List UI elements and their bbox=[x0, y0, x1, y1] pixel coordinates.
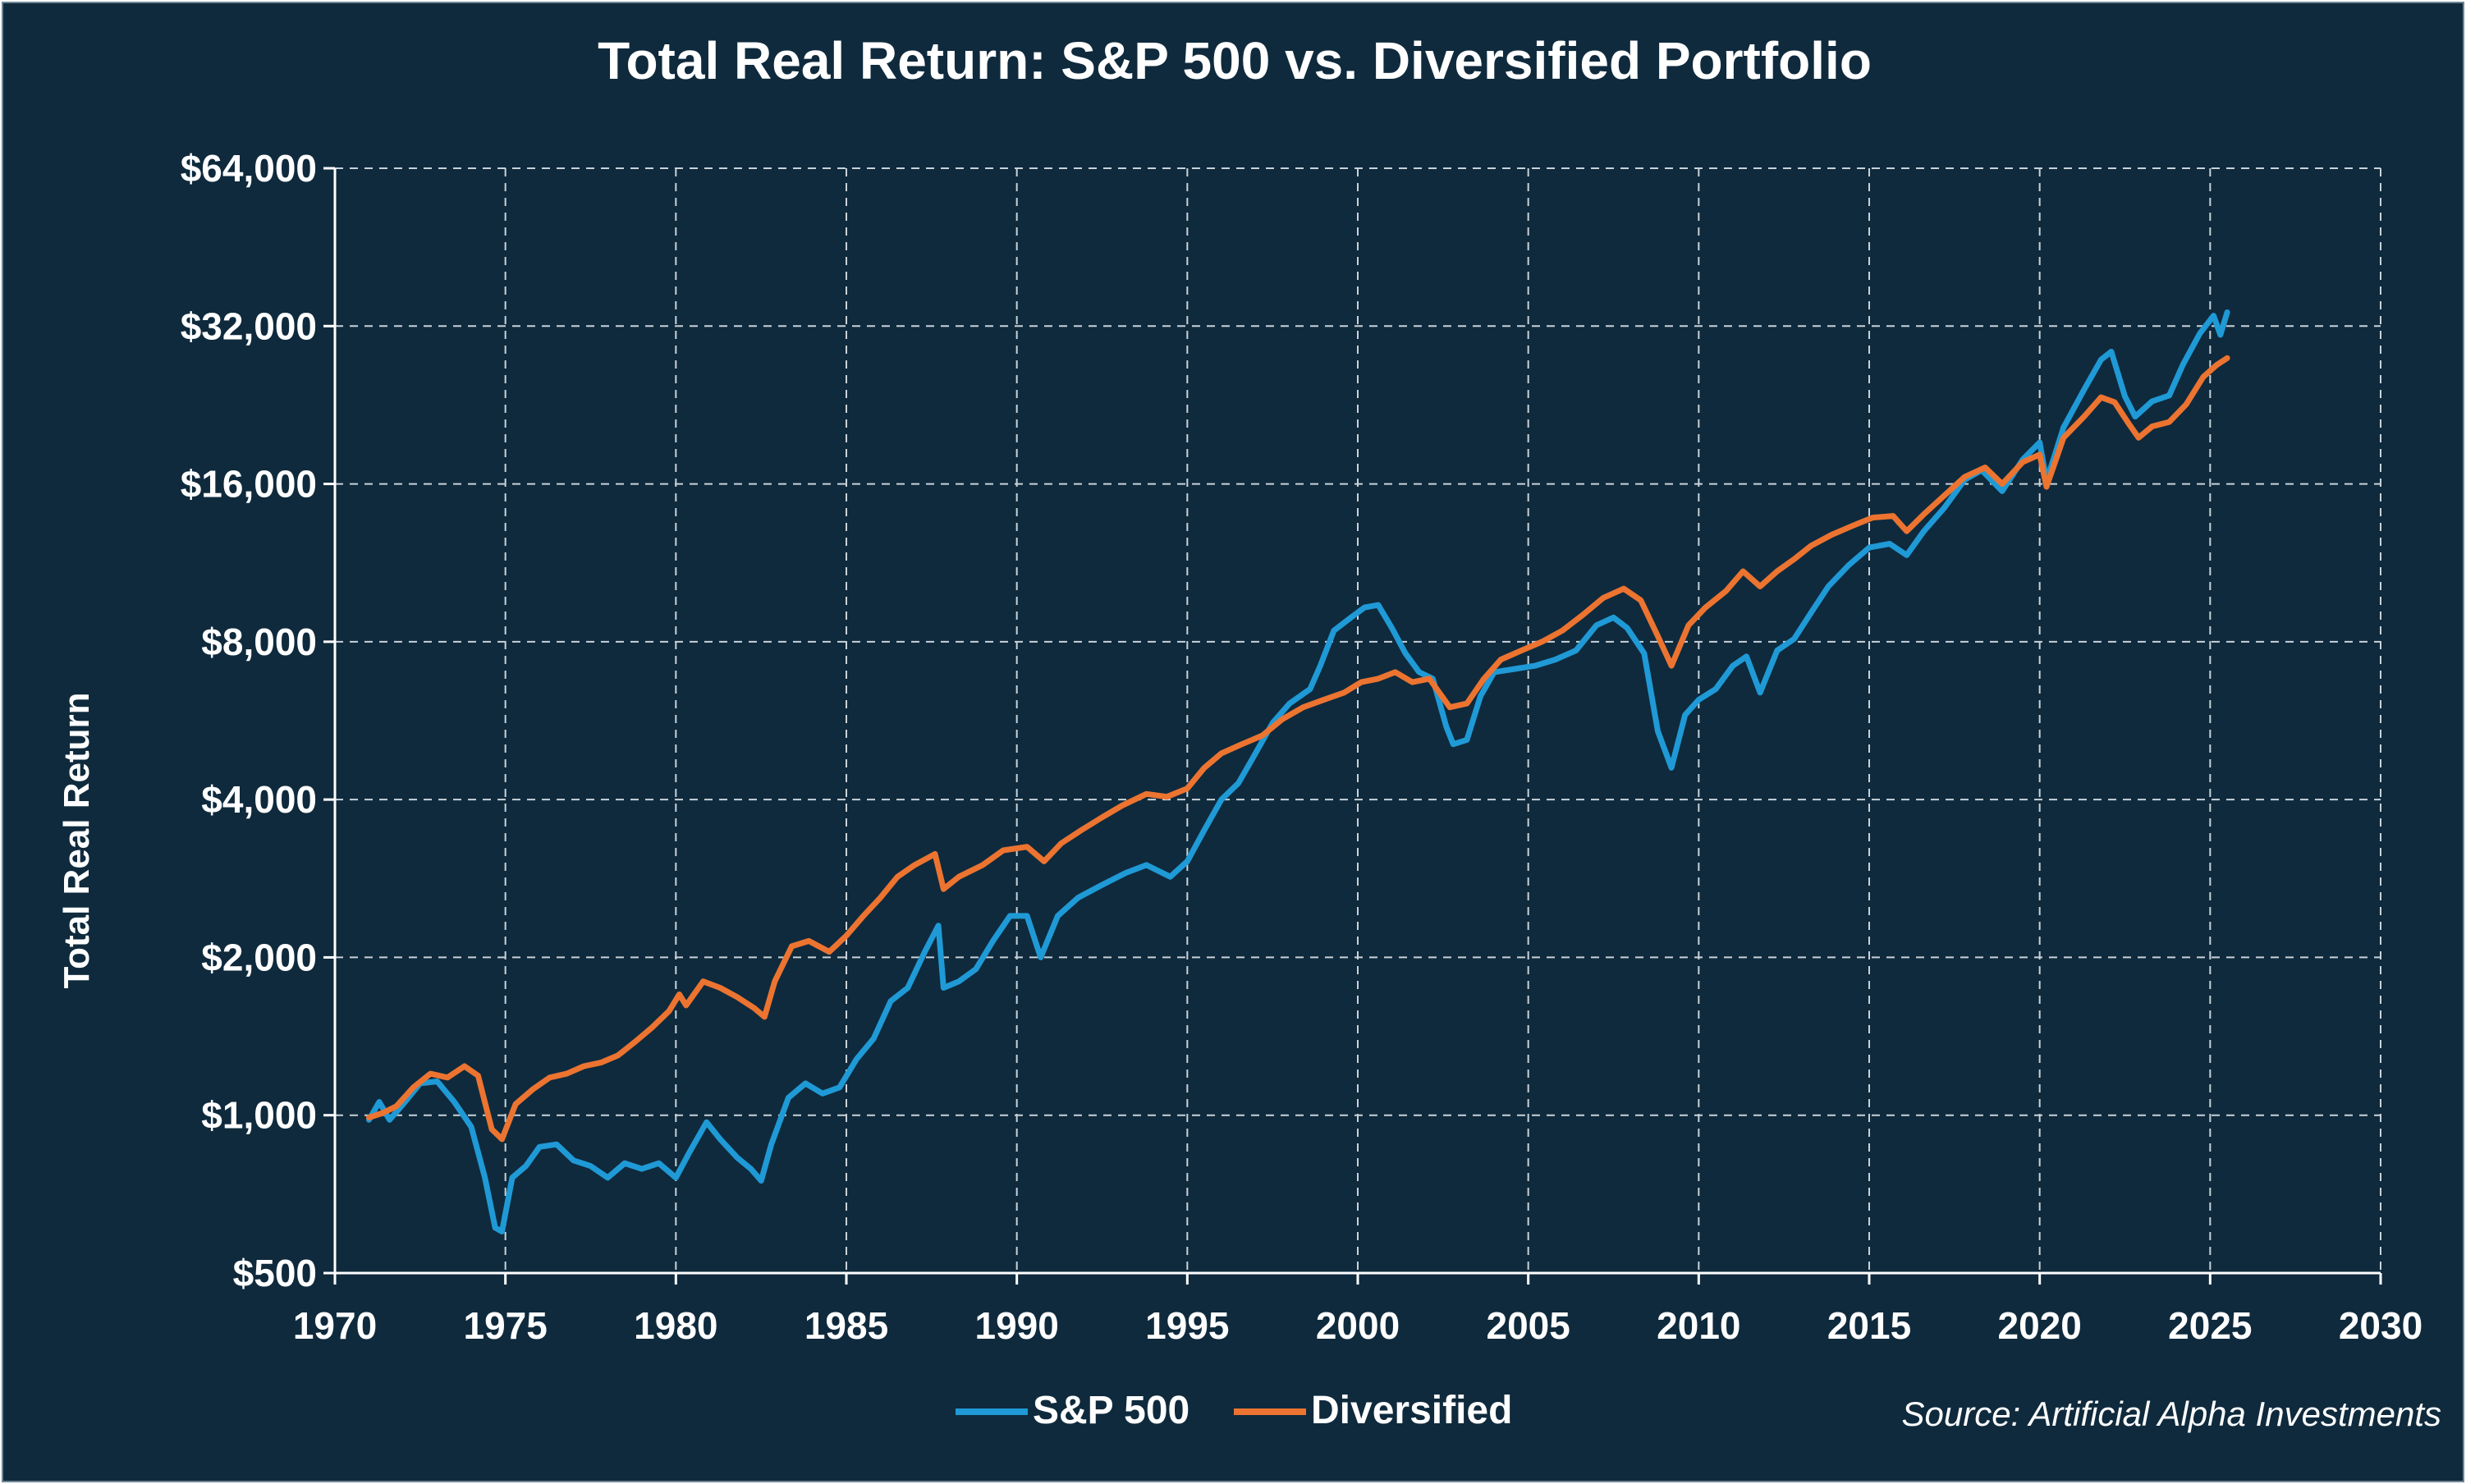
x-tick-label: 1975 bbox=[463, 1304, 547, 1347]
x-tick-label: 1990 bbox=[974, 1304, 1058, 1347]
x-tick-label: 1995 bbox=[1145, 1304, 1229, 1347]
y-tick-label: $500 bbox=[233, 1252, 317, 1294]
x-tick-label: 2030 bbox=[2339, 1304, 2422, 1347]
tick-labels: $500 $1,000 $2,000 $4,000 $8,000 $16,000 $32,0… bbox=[181, 147, 2422, 1347]
y-axis-label: Total Real Return bbox=[57, 692, 97, 988]
x-tick-label: 2025 bbox=[2168, 1304, 2252, 1347]
gridlines bbox=[335, 167, 2381, 1273]
legend: S&P 500 Diversified bbox=[956, 1389, 1512, 1432]
x-tick-label: 2005 bbox=[1486, 1304, 1570, 1347]
x-tick-label: 1970 bbox=[293, 1304, 377, 1347]
y-tick-label: $64,000 bbox=[181, 147, 317, 190]
chart-canvas: Total Real Return: S&P 500 vs. Diversifi… bbox=[57, 31, 2441, 1433]
x-tick-label: 2015 bbox=[1827, 1304, 1911, 1347]
legend-label-diversified: Diversified bbox=[1311, 1389, 1512, 1432]
legend-label-s-p-500: S&P 500 bbox=[1033, 1389, 1189, 1432]
y-tick-label: $16,000 bbox=[181, 463, 317, 506]
y-tick-label: $32,000 bbox=[181, 305, 317, 347]
y-tick-label: $8,000 bbox=[201, 621, 317, 663]
x-tick-label: 1985 bbox=[804, 1304, 888, 1347]
chart-title: Total Real Return: S&P 500 vs. Diversifi… bbox=[598, 31, 1872, 90]
series-line-diversified bbox=[366, 355, 2230, 1143]
x-tick-label: 2010 bbox=[1657, 1304, 1740, 1347]
axes bbox=[323, 167, 2382, 1285]
x-tick-label: 1980 bbox=[634, 1304, 717, 1347]
y-tick-label: $1,000 bbox=[201, 1094, 317, 1137]
x-tick-label: 2000 bbox=[1316, 1304, 1400, 1347]
series-line-s-p-500 bbox=[366, 309, 2230, 1234]
x-tick-label: 2020 bbox=[1997, 1304, 2081, 1347]
source-note: Source: Artificial Alpha Investments bbox=[1901, 1395, 2441, 1433]
data-series bbox=[366, 309, 2230, 1234]
y-tick-label: $2,000 bbox=[201, 936, 317, 978]
y-tick-label: $4,000 bbox=[201, 778, 317, 821]
